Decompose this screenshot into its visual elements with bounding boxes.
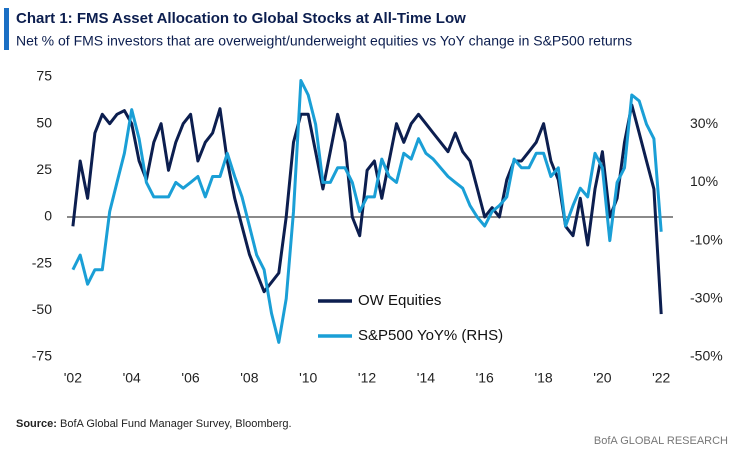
source: Source: BofA Global Fund Manager Survey,…	[16, 418, 292, 430]
series-line	[71, 79, 663, 344]
y2-tick-label: 10%	[690, 173, 718, 189]
x-tick-label: '10	[299, 370, 317, 386]
x-tick-label: '04	[123, 370, 141, 386]
title-accent	[4, 8, 9, 50]
y2-tick-label: -50%	[690, 348, 723, 364]
y-tick-label: 25	[36, 161, 52, 177]
source-label: Source:	[16, 418, 57, 430]
x-tick-label: '08	[240, 370, 258, 386]
credit: BofA GLOBAL RESEARCH	[594, 435, 728, 447]
y-tick-label: 75	[36, 68, 52, 84]
y-tick-label: 0	[44, 208, 52, 224]
x-tick-label: '14	[417, 370, 435, 386]
y-tick-label: -50	[32, 301, 52, 317]
legend-label: OW Equities	[358, 292, 441, 309]
x-tick-label: '16	[476, 370, 494, 386]
x-tick-label: '06	[181, 370, 199, 386]
source-text: BofA Global Fund Manager Survey, Bloombe…	[60, 418, 292, 430]
x-tick-label: '12	[358, 370, 376, 386]
y2-tick-label: -30%	[690, 289, 723, 305]
y2-tick-label: -10%	[690, 231, 723, 247]
x-tick-label: '20	[593, 370, 611, 386]
legend-label: S&P500 YoY% (RHS)	[358, 327, 503, 344]
x-tick-label: '18	[534, 370, 552, 386]
chart-subtitle: Net % of FMS investors that are overweig…	[16, 33, 632, 49]
chart-title: Chart 1: FMS Asset Allocation to Global …	[16, 10, 466, 27]
x-tick-label: '02	[64, 370, 82, 386]
x-tick-label: '22	[652, 370, 670, 386]
y2-tick-label: 30%	[690, 115, 718, 131]
y-tick-label: -25	[32, 254, 52, 270]
y-tick-label: -75	[32, 348, 52, 364]
y-tick-label: 50	[36, 114, 52, 130]
